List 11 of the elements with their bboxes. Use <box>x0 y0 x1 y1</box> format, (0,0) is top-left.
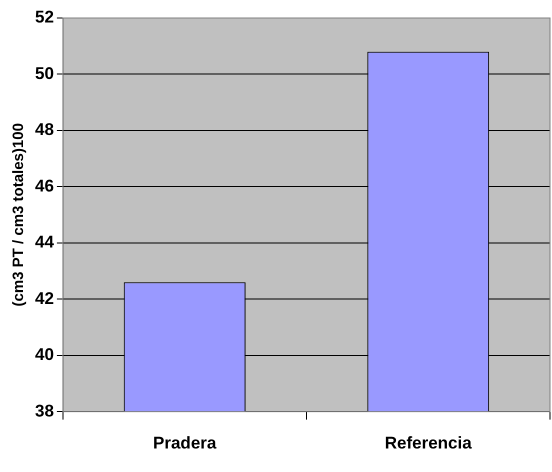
y-axis-title: (cm3 PT / cm3 totales)100 <box>10 123 28 307</box>
y-tick-label: 52 <box>34 8 54 27</box>
y-tick-label: 40 <box>34 345 54 364</box>
y-tick-label: 46 <box>34 176 54 196</box>
y-tick-label: 44 <box>34 232 54 252</box>
y-tick-label: 42 <box>34 288 54 308</box>
y-tick-label: 50 <box>34 64 54 83</box>
x-tick-label: Pradera <box>153 433 217 452</box>
y-tick-label: 38 <box>34 401 54 420</box>
x-tick-label: Referencia <box>384 433 472 452</box>
y-tick-label: 48 <box>34 120 54 140</box>
